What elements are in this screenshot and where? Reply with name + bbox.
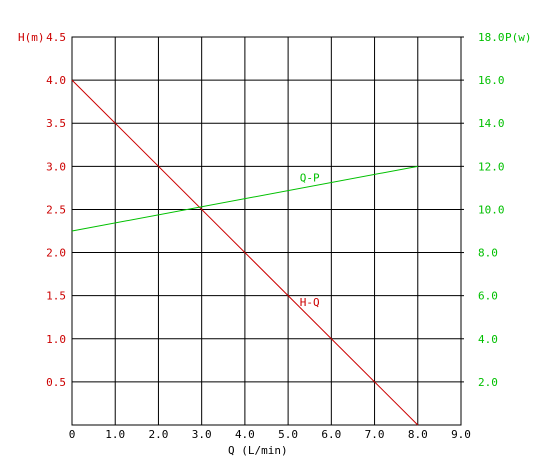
- x-tick-label: 4.0: [235, 428, 255, 441]
- x-tick-label: 3.0: [192, 428, 212, 441]
- y-tick-label: 4.5: [46, 31, 66, 44]
- y-tick-label: 1.0: [46, 333, 66, 346]
- y2-axis-label: P(w): [505, 31, 532, 44]
- y-tick-label: 2.0: [46, 247, 66, 260]
- y-tick-label: 3.5: [46, 117, 66, 130]
- y-axis-label: H(m): [18, 31, 45, 44]
- x-tick-label: 7.0: [365, 428, 385, 441]
- y-tick-label: 4.0: [46, 74, 66, 87]
- x-axis-label: Q (L/min): [228, 444, 288, 457]
- y2-tick-label: 8.0: [478, 247, 498, 260]
- y-tick-label: 2.5: [46, 203, 66, 216]
- y-tick-label: 3.0: [46, 160, 66, 173]
- x-tick-label: 5.0: [278, 428, 298, 441]
- y2-tick-label: 16.0: [478, 74, 505, 87]
- y2-tick-label: 12.0: [478, 160, 505, 173]
- x-tick-label: 1.0: [105, 428, 125, 441]
- x-tick-label: 9.0: [451, 428, 471, 441]
- y2-tick-label: 6.0: [478, 290, 498, 303]
- x-tick-label: 0: [69, 428, 76, 441]
- y2-tick-label: 14.0: [478, 117, 505, 130]
- series-line: [71, 79, 419, 426]
- series-label: Q-P: [300, 172, 320, 185]
- y2-tick-label: 18.0: [478, 31, 505, 44]
- y-tick-label: 0.5: [46, 376, 66, 389]
- y2-tick-label: 10.0: [478, 203, 505, 216]
- series-label: H-Q: [300, 296, 320, 309]
- x-tick-label: 6.0: [321, 428, 341, 441]
- x-tick-label: 8.0: [408, 428, 428, 441]
- x-tick-label: 2.0: [149, 428, 169, 441]
- series-line: [71, 165, 418, 232]
- y-tick-label: 1.5: [46, 290, 66, 303]
- y2-tick-label: 4.0: [478, 333, 498, 346]
- plot-border: [71, 36, 462, 426]
- y2-tick-label: 2.0: [478, 376, 498, 389]
